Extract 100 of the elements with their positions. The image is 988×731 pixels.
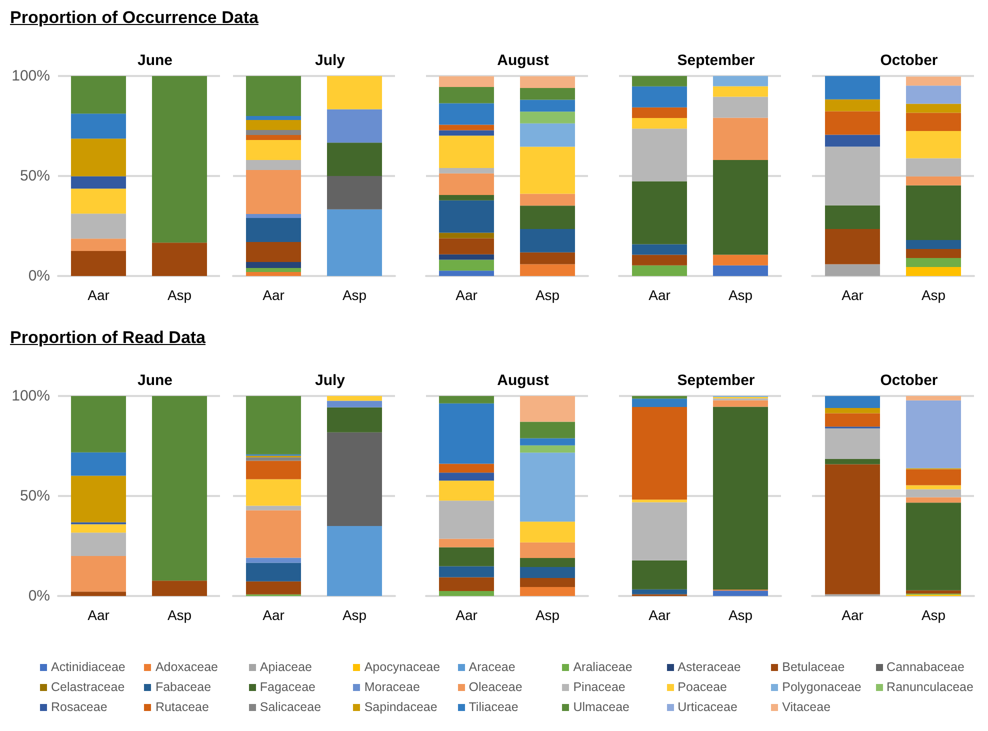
bar	[825, 408, 880, 414]
x-tick-label: Aar	[88, 607, 110, 623]
bar	[439, 464, 494, 473]
bar	[439, 577, 494, 591]
bar	[439, 76, 494, 87]
bar	[825, 146, 880, 206]
x-tick-label: Asp	[728, 607, 753, 623]
bar	[71, 251, 126, 276]
bar	[246, 581, 301, 594]
legend-label: Urticaceae	[678, 700, 738, 714]
bar	[906, 112, 961, 131]
bar	[520, 252, 575, 264]
x-tick-label: Aar	[456, 607, 478, 623]
bar	[520, 76, 575, 88]
legend-label: Adoxaceae	[155, 660, 218, 674]
bar	[71, 214, 126, 239]
bar	[439, 130, 494, 136]
x-tick-label: Aar	[88, 287, 110, 303]
bar	[906, 396, 961, 400]
bar	[246, 130, 301, 135]
bar	[906, 469, 961, 486]
bar	[246, 272, 301, 276]
bar	[439, 403, 494, 464]
bar	[906, 185, 961, 240]
legend-label: Salicaceae	[260, 700, 322, 714]
legend-label: Apiaceae	[260, 660, 312, 674]
bar	[439, 87, 494, 104]
legend-label: Araceae	[468, 660, 516, 674]
bar	[906, 86, 961, 104]
bar	[246, 510, 301, 558]
bar	[327, 407, 382, 432]
chart-title: July	[314, 372, 346, 389]
x-tick-label: Aar	[456, 287, 478, 303]
bar	[439, 591, 494, 596]
bar	[246, 160, 301, 170]
bar	[520, 558, 575, 567]
bar	[439, 254, 494, 260]
bar	[327, 76, 382, 110]
bar	[713, 86, 768, 97]
bar	[632, 407, 687, 500]
chart-title: August	[497, 372, 549, 389]
bar	[713, 590, 768, 596]
chart-title: September	[677, 52, 755, 69]
chart-title: June	[137, 372, 173, 389]
bar	[825, 76, 880, 100]
legend-label: Pinaceae	[573, 680, 626, 694]
bar	[439, 124, 494, 130]
bar	[520, 422, 575, 438]
bar	[632, 118, 687, 129]
bar	[246, 396, 301, 454]
bar	[246, 170, 301, 214]
bar	[632, 76, 687, 86]
bar	[520, 567, 575, 578]
bar	[520, 146, 575, 194]
bar	[152, 76, 207, 243]
bar	[520, 578, 575, 587]
bar	[825, 111, 880, 135]
y-tick-label: 0%	[28, 268, 50, 284]
legend-label: Ranunculaceae	[886, 680, 974, 694]
legend-label: Fagaceae	[260, 680, 316, 694]
bar	[327, 209, 382, 276]
bar	[632, 502, 687, 560]
y-tick-label: 100%	[12, 388, 50, 404]
legend-label: Araliaceae	[573, 660, 632, 674]
bar	[71, 114, 126, 139]
bar	[520, 542, 575, 558]
bar	[825, 205, 880, 229]
bar	[906, 485, 961, 490]
legend-label: Asteraceae	[678, 660, 741, 674]
legend-label: Betulaceae	[782, 660, 845, 674]
legend-label: Apocynaceae	[364, 660, 440, 674]
legend-label: Fabaceae	[155, 680, 212, 694]
bar	[71, 396, 126, 452]
bar	[246, 457, 301, 461]
bar	[71, 238, 126, 251]
bar	[327, 400, 382, 408]
bar	[632, 86, 687, 108]
bar	[713, 160, 768, 255]
bar	[246, 262, 301, 268]
bar	[520, 88, 575, 100]
bar	[632, 560, 687, 590]
bar	[632, 244, 687, 255]
legend-label: Actinidiaceae	[51, 660, 126, 674]
bar	[71, 188, 126, 214]
legend-label: Moraceae	[364, 680, 420, 694]
legend-label: Ulmaceae	[573, 700, 630, 714]
legend-label: Rosaceae	[51, 700, 108, 714]
bar	[439, 200, 494, 233]
bar	[439, 547, 494, 566]
text: Proportion of Occurrence Data	[10, 8, 258, 28]
bar	[71, 524, 126, 533]
bar	[632, 254, 687, 266]
legend-label: Polygonaceae	[782, 680, 862, 694]
bar	[906, 104, 961, 113]
legend-label: Oleaceae	[468, 680, 522, 694]
bar	[246, 506, 301, 510]
bar	[327, 176, 382, 210]
bar	[246, 218, 301, 242]
bar	[246, 140, 301, 160]
bar	[439, 270, 494, 276]
